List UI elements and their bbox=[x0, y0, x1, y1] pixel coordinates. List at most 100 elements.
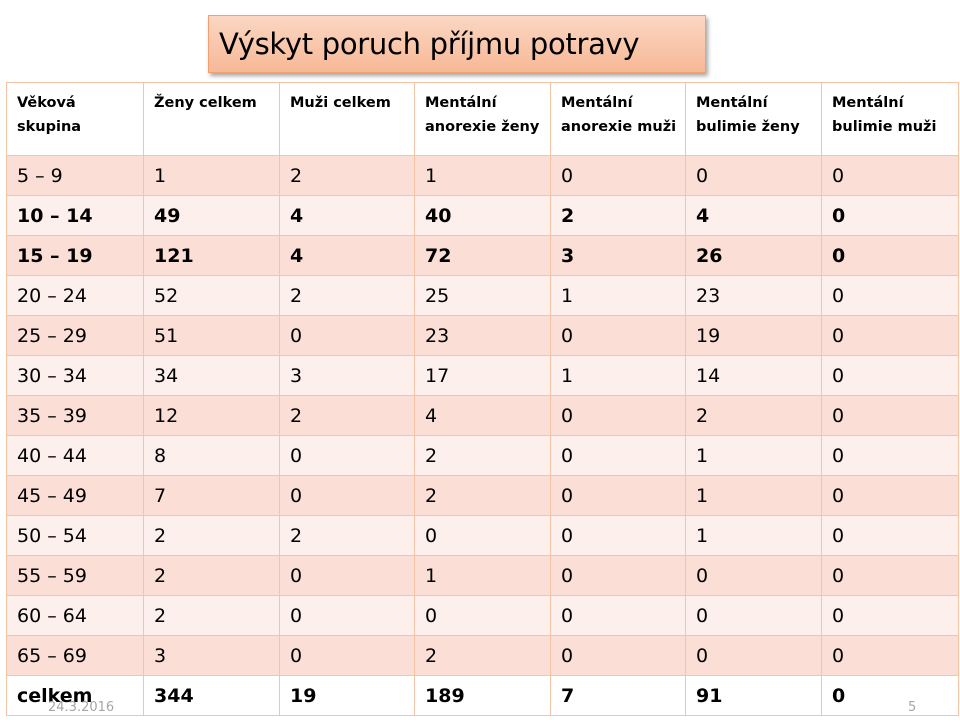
cell-anorexia-men: 0 bbox=[550, 395, 686, 436]
cell-women-total: 3 bbox=[143, 635, 280, 676]
cell-bulimia-men: 0 bbox=[821, 595, 959, 636]
cell-bulimia-women: 0 bbox=[685, 595, 822, 636]
cell-women-total: 12 bbox=[143, 395, 280, 436]
total-men-total: 19 bbox=[279, 675, 415, 716]
table-row: 25 – 29 51 0 23 0 19 0 bbox=[6, 315, 959, 356]
cell-women-total: 8 bbox=[143, 435, 280, 476]
header-bulimia-men: Mentální bulimie muži bbox=[821, 82, 959, 156]
cell-age-group: 25 – 29 bbox=[6, 315, 144, 356]
cell-anorexia-women: 40 bbox=[414, 195, 551, 236]
cell-age-group: 20 – 24 bbox=[6, 275, 144, 316]
cell-bulimia-women: 14 bbox=[685, 355, 822, 396]
cell-anorexia-women: 0 bbox=[414, 595, 551, 636]
cell-men-total: 0 bbox=[279, 315, 415, 356]
cell-anorexia-women: 23 bbox=[414, 315, 551, 356]
cell-men-total: 2 bbox=[279, 275, 415, 316]
cell-anorexia-women: 0 bbox=[414, 515, 551, 556]
cell-bulimia-men: 0 bbox=[821, 555, 959, 596]
cell-bulimia-women: 2 bbox=[685, 395, 822, 436]
cell-bulimia-men: 0 bbox=[821, 195, 959, 236]
cell-anorexia-women: 72 bbox=[414, 235, 551, 276]
cell-men-total: 2 bbox=[279, 515, 415, 556]
cell-men-total: 0 bbox=[279, 635, 415, 676]
cell-anorexia-women: 1 bbox=[414, 555, 551, 596]
cell-men-total: 2 bbox=[279, 395, 415, 436]
cell-bulimia-women: 19 bbox=[685, 315, 822, 356]
cell-bulimia-women: 0 bbox=[685, 555, 822, 596]
cell-anorexia-men: 1 bbox=[550, 355, 686, 396]
cell-age-group: 60 – 64 bbox=[6, 595, 144, 636]
cell-anorexia-women: 4 bbox=[414, 395, 551, 436]
cell-men-total: 4 bbox=[279, 235, 415, 276]
cell-bulimia-men: 0 bbox=[821, 635, 959, 676]
cell-bulimia-women: 23 bbox=[685, 275, 822, 316]
cell-men-total: 3 bbox=[279, 355, 415, 396]
total-age-group: celkem bbox=[6, 675, 144, 716]
cell-anorexia-men: 0 bbox=[550, 515, 686, 556]
cell-anorexia-men: 0 bbox=[550, 475, 686, 516]
header-anorexia-men: Mentální anorexie muži bbox=[550, 82, 686, 156]
table-row: 55 – 59 2 0 1 0 0 0 bbox=[6, 555, 959, 596]
cell-men-total: 0 bbox=[279, 475, 415, 516]
cell-bulimia-men: 0 bbox=[821, 395, 959, 436]
table-body: 5 – 9 1 2 1 0 0 0 10 – 14 49 4 40 2 4 0 15 – 19 121 4 72 3… bbox=[6, 155, 959, 716]
cell-bulimia-men: 0 bbox=[821, 435, 959, 476]
table-row: 15 – 19 121 4 72 3 26 0 bbox=[6, 235, 959, 276]
cell-age-group: 5 – 9 bbox=[6, 155, 144, 196]
cell-anorexia-men: 0 bbox=[550, 315, 686, 356]
total-anorexia-women: 189 bbox=[414, 675, 551, 716]
cell-women-total: 52 bbox=[143, 275, 280, 316]
table-row: 10 – 14 49 4 40 2 4 0 bbox=[6, 195, 959, 236]
header-men-total: Muži celkem bbox=[279, 82, 415, 156]
footer-date: 24.3.2016 bbox=[48, 700, 115, 715]
cell-men-total: 0 bbox=[279, 435, 415, 476]
slide-title: Výskyt poruch příjmu potravy bbox=[219, 27, 640, 61]
cell-women-total: 2 bbox=[143, 515, 280, 556]
cell-anorexia-women: 2 bbox=[414, 635, 551, 676]
cell-anorexia-women: 25 bbox=[414, 275, 551, 316]
cell-bulimia-women: 1 bbox=[685, 475, 822, 516]
cell-age-group: 65 – 69 bbox=[6, 635, 144, 676]
table-row: 30 – 34 34 3 17 1 14 0 bbox=[6, 355, 959, 396]
cell-anorexia-women: 1 bbox=[414, 155, 551, 196]
title-box: Výskyt poruch příjmu potravy bbox=[208, 15, 706, 73]
cell-bulimia-men: 0 bbox=[821, 155, 959, 196]
cell-bulimia-men: 0 bbox=[821, 315, 959, 356]
cell-bulimia-men: 0 bbox=[821, 235, 959, 276]
cell-men-total: 0 bbox=[279, 555, 415, 596]
cell-anorexia-women: 2 bbox=[414, 435, 551, 476]
cell-bulimia-women: 1 bbox=[685, 435, 822, 476]
cell-women-total: 2 bbox=[143, 595, 280, 636]
cell-anorexia-men: 0 bbox=[550, 595, 686, 636]
cell-bulimia-women: 26 bbox=[685, 235, 822, 276]
total-anorexia-men: 7 bbox=[550, 675, 686, 716]
cell-anorexia-men: 3 bbox=[550, 235, 686, 276]
cell-men-total: 0 bbox=[279, 595, 415, 636]
cell-anorexia-men: 0 bbox=[550, 635, 686, 676]
cell-age-group: 45 – 49 bbox=[6, 475, 144, 516]
cell-men-total: 2 bbox=[279, 155, 415, 196]
cell-women-total: 49 bbox=[143, 195, 280, 236]
table-row: 50 – 54 2 2 0 0 1 0 bbox=[6, 515, 959, 556]
cell-anorexia-men: 0 bbox=[550, 555, 686, 596]
cell-age-group: 10 – 14 bbox=[6, 195, 144, 236]
header-women-total: Ženy celkem bbox=[143, 82, 280, 156]
cell-anorexia-men: 1 bbox=[550, 275, 686, 316]
cell-bulimia-women: 0 bbox=[685, 635, 822, 676]
cell-bulimia-men: 0 bbox=[821, 355, 959, 396]
cell-bulimia-women: 1 bbox=[685, 515, 822, 556]
data-table: Věková skupina Ženy celkem Muži celkem M… bbox=[6, 82, 959, 716]
total-bulimia-women: 91 bbox=[685, 675, 822, 716]
total-women-total: 344 bbox=[143, 675, 280, 716]
cell-women-total: 7 bbox=[143, 475, 280, 516]
cell-women-total: 2 bbox=[143, 555, 280, 596]
cell-age-group: 40 – 44 bbox=[6, 435, 144, 476]
cell-bulimia-men: 0 bbox=[821, 515, 959, 556]
total-bulimia-men: 0 bbox=[821, 675, 959, 716]
cell-bulimia-women: 4 bbox=[685, 195, 822, 236]
header-age-group: Věková skupina bbox=[6, 82, 144, 156]
cell-anorexia-men: 0 bbox=[550, 155, 686, 196]
header-anorexia-women: Mentální anorexie ženy bbox=[414, 82, 551, 156]
cell-men-total: 4 bbox=[279, 195, 415, 236]
